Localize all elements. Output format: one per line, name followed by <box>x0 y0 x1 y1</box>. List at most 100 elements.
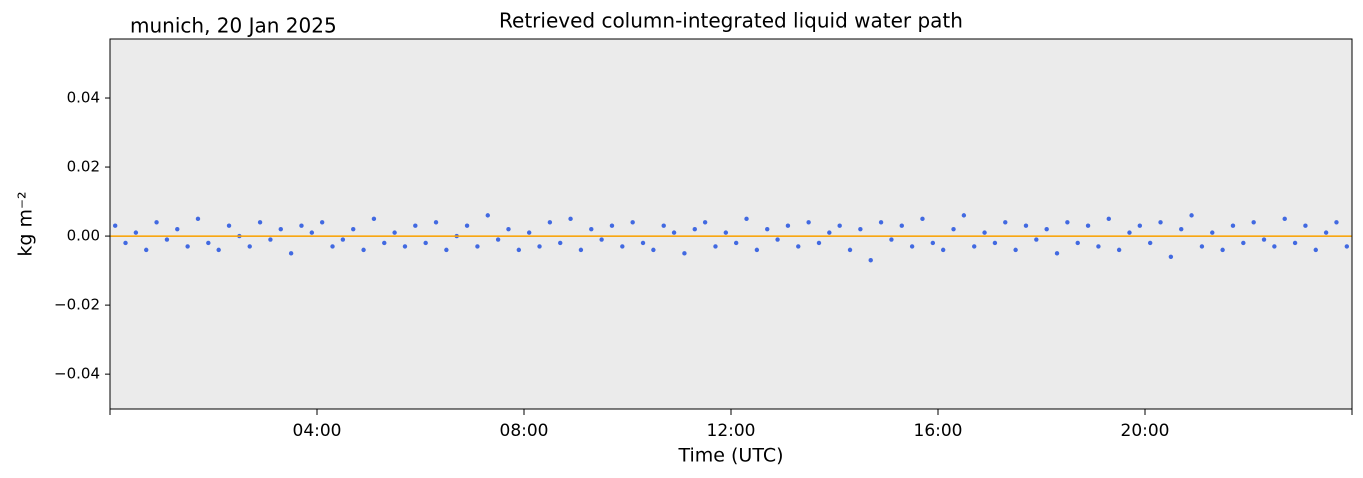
data-point <box>661 223 666 228</box>
data-point <box>423 240 428 246</box>
data-point <box>371 216 377 222</box>
data-point <box>1065 220 1070 225</box>
data-point <box>1158 220 1163 225</box>
data-point <box>1137 223 1143 228</box>
data-point <box>744 216 749 222</box>
data-point <box>1241 240 1246 246</box>
data-point <box>651 247 656 253</box>
data-point <box>495 237 501 242</box>
data-point <box>485 213 490 218</box>
data-point <box>351 226 356 232</box>
data-point <box>288 251 294 256</box>
data-point <box>1220 247 1225 253</box>
data-point <box>878 220 884 225</box>
data-point <box>847 247 853 253</box>
data-point <box>506 226 511 232</box>
x-tick-label: 12:00 <box>707 421 756 441</box>
data-point <box>340 237 346 242</box>
x-tick-label: 16:00 <box>914 421 963 441</box>
data-point <box>671 230 677 235</box>
subtitle: munich, 20 Jan 2025 <box>130 14 337 38</box>
data-point <box>444 247 449 253</box>
data-point <box>1106 216 1111 222</box>
data-point <box>858 226 863 232</box>
data-point <box>1003 220 1008 225</box>
data-point <box>1261 237 1267 242</box>
data-point <box>475 244 480 249</box>
data-point <box>940 247 946 253</box>
data-point <box>558 240 563 246</box>
data-point <box>982 230 987 235</box>
data-point <box>1292 240 1298 246</box>
data-point <box>1210 230 1215 235</box>
data-point <box>361 247 366 253</box>
data-point <box>175 226 180 232</box>
data-point <box>620 244 625 249</box>
data-point <box>382 240 387 246</box>
y-tick-label: 0.02 <box>67 158 100 176</box>
data-point <box>547 220 553 225</box>
data-point <box>1127 230 1132 235</box>
data-point <box>464 223 470 228</box>
data-point <box>972 244 977 249</box>
data-point <box>827 230 832 235</box>
data-point <box>1147 240 1153 246</box>
data-point <box>112 223 118 228</box>
data-point <box>909 244 915 249</box>
data-point <box>630 220 635 225</box>
data-point <box>589 226 594 232</box>
data-point <box>1199 244 1205 249</box>
data-point <box>1323 230 1329 235</box>
data-point <box>702 220 708 225</box>
y-tick-label: −0.02 <box>54 296 100 314</box>
data-point <box>713 244 718 249</box>
data-point <box>1023 223 1029 228</box>
data-point <box>930 240 936 246</box>
data-point <box>206 240 211 246</box>
data-point <box>402 244 408 249</box>
plot-frame <box>109 38 1353 410</box>
data-point <box>992 240 998 246</box>
x-tick-label: 20:00 <box>1121 421 1170 441</box>
data-point <box>268 237 273 242</box>
data-point <box>330 244 335 249</box>
data-point <box>319 220 325 225</box>
data-point <box>1085 223 1091 228</box>
data-point <box>226 223 232 228</box>
data-point <box>1075 240 1080 246</box>
y-tick-label: −0.04 <box>54 365 100 383</box>
data-point <box>1116 247 1122 253</box>
data-point <box>899 223 904 228</box>
data-point <box>164 237 170 242</box>
data-point <box>951 226 956 232</box>
data-point <box>1344 244 1350 249</box>
data-point <box>889 237 894 242</box>
x-tick-label: 08:00 <box>500 421 549 441</box>
x-tick-label: 04:00 <box>293 421 342 441</box>
chart-title: Retrieved column-integrated liquid water… <box>499 9 963 33</box>
data-point <box>526 230 532 235</box>
data-point <box>1251 220 1256 225</box>
data-point <box>1189 213 1194 218</box>
data-point <box>920 216 925 222</box>
data-point <box>247 244 252 249</box>
data-point <box>692 226 697 232</box>
data-point <box>1282 216 1287 222</box>
y-tick-label: 0.04 <box>67 89 100 107</box>
data-point <box>195 216 201 222</box>
data-point <box>765 226 770 232</box>
data-point <box>1034 237 1039 242</box>
data-point <box>599 237 604 242</box>
plot-area <box>110 39 1352 409</box>
data-point <box>1044 226 1049 232</box>
data-point <box>1168 254 1174 259</box>
data-point <box>185 244 190 249</box>
data-point <box>785 223 791 228</box>
data-point <box>133 230 139 235</box>
data-point <box>868 258 873 263</box>
data-point <box>1179 226 1184 232</box>
data-point <box>682 251 687 256</box>
data-point <box>144 247 149 253</box>
data-point <box>1013 247 1018 253</box>
